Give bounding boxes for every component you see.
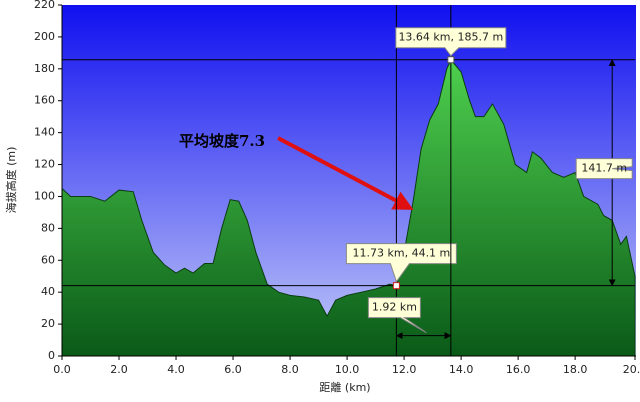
rise-label: 141.7 m <box>581 162 627 175</box>
y-axis-label: 海拔高度 (m) <box>4 147 18 214</box>
x-tick-label: 20.1 <box>623 363 640 376</box>
y-tick-label: 20 <box>41 317 55 330</box>
y-tick-label: 0 <box>48 349 55 362</box>
marker-point <box>392 282 400 290</box>
x-tick-label: 10.0 <box>335 363 360 376</box>
rise-callout <box>575 158 633 180</box>
distance-callout <box>367 297 427 334</box>
y-tick-label: 180 <box>34 62 55 75</box>
marker-label: 13.64 km, 185.7 m <box>398 31 503 44</box>
distance-label: 1.92 km <box>372 301 417 314</box>
marker-callout <box>345 243 457 283</box>
y-tick-label: 140 <box>34 126 55 139</box>
y-tick-label: 200 <box>34 30 55 43</box>
x-tick-label: 18.0 <box>563 363 588 376</box>
x-tick-label: 8.0 <box>281 363 299 376</box>
x-tick-label: 16.0 <box>506 363 531 376</box>
x-tick-label: 4.0 <box>167 363 185 376</box>
y-tick-label: 160 <box>34 94 55 107</box>
y-tick-label: 80 <box>41 221 55 234</box>
x-axis-label: 距離 (km) <box>319 380 370 394</box>
y-tick-label: 120 <box>34 158 55 171</box>
y-tick-label: 40 <box>41 285 55 298</box>
marker-callout <box>395 27 507 57</box>
marker-label: 11.73 km, 44.1 m <box>353 247 451 260</box>
y-tick-label: 100 <box>34 189 55 202</box>
x-tick-label: 12.0 <box>392 363 417 376</box>
slope-note: 平均坡度7.3 <box>179 132 265 150</box>
marker-point <box>447 56 455 64</box>
y-tick-label: 220 <box>34 0 55 11</box>
slope-arrow <box>277 136 414 210</box>
x-tick-label: 2.0 <box>110 363 128 376</box>
x-tick-label: 14.0 <box>449 363 474 376</box>
y-tick-label: 60 <box>41 253 55 266</box>
x-tick-label: 0.0 <box>53 363 71 376</box>
x-tick-label: 6.0 <box>224 363 242 376</box>
